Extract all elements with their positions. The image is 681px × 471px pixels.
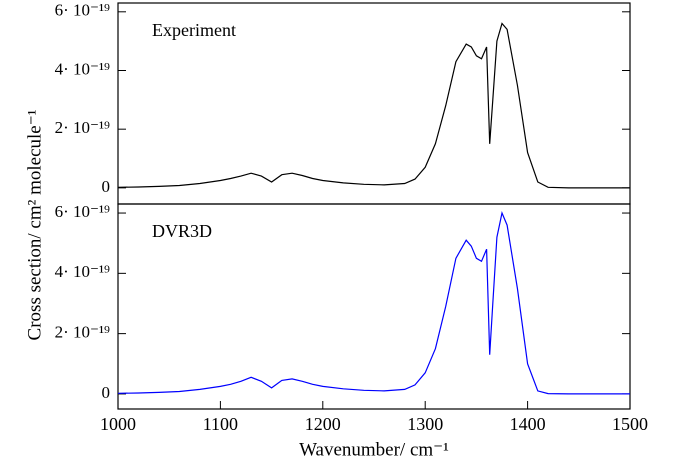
x-tick-label: 1300 <box>407 414 443 434</box>
y-tick-label: 6· 10⁻¹⁹ <box>55 202 110 221</box>
series-line <box>117 22 630 189</box>
y-tick-label: 2· 10⁻¹⁹ <box>55 118 110 137</box>
x-tick-label: 1100 <box>203 414 238 434</box>
y-axis-label: Cross section/ cm² molecule⁻¹ <box>24 109 45 340</box>
x-tick-label: 1400 <box>510 414 546 434</box>
x-tick-label: 1000 <box>100 414 136 434</box>
x-tick-label: 1200 <box>305 414 341 434</box>
y-tick-label: 4· 10⁻¹⁹ <box>55 59 110 78</box>
bottom-frame <box>117 203 631 410</box>
y-tick-label: 0 <box>102 383 111 402</box>
y-tick-label: 0 <box>102 177 111 196</box>
y-tick-label: 4· 10⁻¹⁹ <box>55 262 110 281</box>
annotation: Experiment <box>152 20 236 40</box>
series-line <box>117 211 630 395</box>
x-axis-label: Wavenumber/ cm⁻¹ <box>299 439 449 460</box>
x-tick-label: 1500 <box>612 414 648 434</box>
annotation: DVR3D <box>152 221 212 241</box>
y-tick-label: 6· 10⁻¹⁹ <box>55 1 110 20</box>
y-tick-label: 2· 10⁻¹⁹ <box>55 323 110 342</box>
